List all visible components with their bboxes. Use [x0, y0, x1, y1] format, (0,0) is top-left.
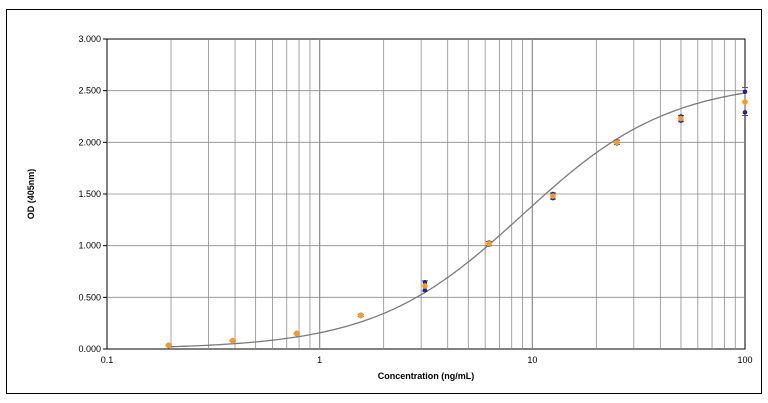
y-tick-label: 0.000: [78, 344, 101, 354]
x-tick-labels: 0.1 1 10 100: [101, 355, 753, 365]
y-tick-label: 1.000: [78, 241, 101, 251]
mean-point: [614, 139, 620, 146]
mean-points: [165, 99, 748, 349]
mean-point: [165, 342, 172, 349]
y-tick-label: 2.500: [78, 86, 101, 96]
x-tick-label: 1: [317, 355, 322, 365]
replicate-point: [742, 89, 748, 94]
grid-lines: [107, 39, 745, 349]
mean-point: [357, 312, 364, 319]
y-tick-label: 3.000: [78, 34, 101, 44]
fit-curve: [168, 92, 746, 348]
mean-point: [550, 193, 556, 199]
replicate-point: [742, 110, 748, 115]
y-tick-label: 1.500: [78, 189, 101, 199]
x-tick-label: 100: [737, 355, 752, 365]
fit-curve-line: [168, 92, 746, 348]
mean-point: [229, 337, 236, 344]
mean-point: [293, 330, 300, 337]
y-axis-title: OD (405nm): [26, 169, 36, 220]
mean-point: [422, 283, 428, 289]
y-tick-label: 2.000: [78, 137, 101, 147]
mean-point: [486, 240, 492, 247]
x-tick-label: 0.1: [101, 355, 114, 365]
y-tick-label: 0.500: [78, 292, 101, 302]
x-tick-label: 10: [527, 355, 537, 365]
x-axis-title: Concentration (ng/mL): [378, 371, 475, 381]
replicate-point: [422, 287, 428, 293]
y-tick-labels: 0.000 0.500 1.000 1.500 2.000 2.500 3.000: [78, 34, 107, 354]
mean-point: [742, 99, 748, 105]
mean-point: [678, 115, 684, 122]
